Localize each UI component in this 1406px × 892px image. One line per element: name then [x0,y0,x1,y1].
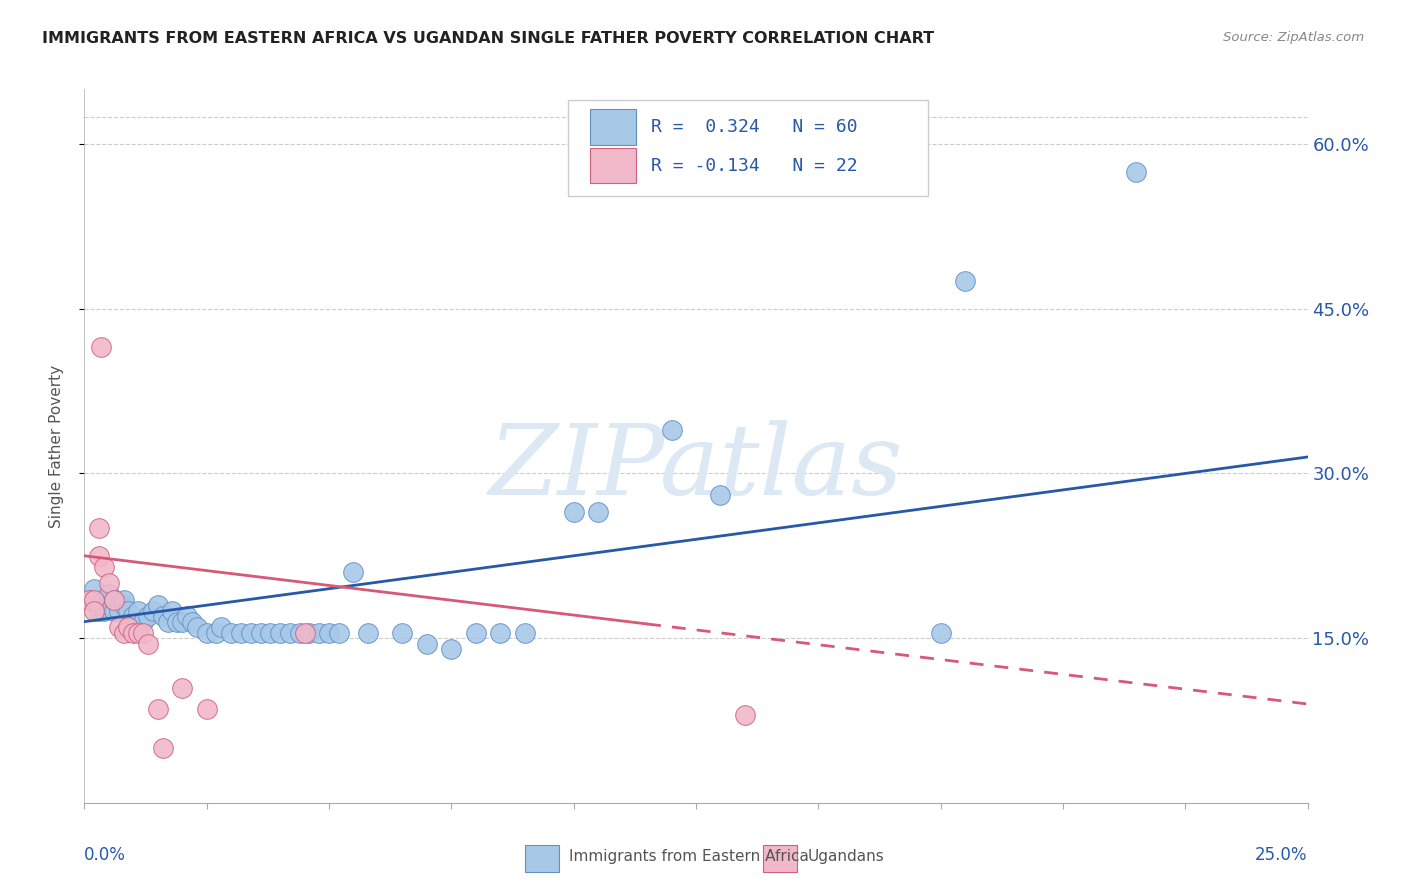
Point [489,625,512,640]
Point [146,598,169,612]
Point [83,592,105,607]
Point [152,740,174,755]
Point [127,604,149,618]
Text: Ugandans: Ugandans [807,849,884,863]
FancyBboxPatch shape [763,845,797,872]
Point [249,625,271,640]
Point [107,620,129,634]
Point [103,592,125,607]
FancyBboxPatch shape [589,148,636,184]
Text: IMMIGRANTS FROM EASTERN AFRICA VS UGANDAN SINGLE FATHER POVERTY CORRELATION CHAR: IMMIGRANTS FROM EASTERN AFRICA VS UGANDA… [42,31,935,46]
Point [122,625,145,640]
Point [87,549,110,563]
Point [136,637,159,651]
Point [122,609,145,624]
Point [278,625,301,640]
Text: ZIPatlas: ZIPatlas [489,420,903,515]
Text: Source: ZipAtlas.com: Source: ZipAtlas.com [1223,31,1364,45]
Point [259,625,281,640]
Point [229,625,252,640]
Y-axis label: Single Father Poverty: Single Father Poverty [49,365,63,527]
Point [127,625,149,640]
Point [269,625,291,640]
Point [709,488,731,502]
Point [83,592,105,607]
Point [328,625,350,640]
Text: R =  0.324   N = 60: R = 0.324 N = 60 [651,118,858,136]
Point [132,615,155,629]
Point [294,625,316,640]
Point [87,598,110,612]
Point [87,521,110,535]
Point [172,681,194,695]
Point [195,625,218,640]
Point [440,642,463,657]
Point [416,637,439,651]
Text: 0.0%: 0.0% [84,846,127,863]
Point [87,604,110,618]
Point [209,620,232,634]
Point [181,615,204,629]
Point [162,604,184,618]
Point [93,559,115,574]
Point [929,625,952,640]
Point [132,625,155,640]
Point [93,592,115,607]
Point [112,625,135,640]
Point [176,609,198,624]
Point [107,598,129,612]
Point [318,625,340,640]
Point [562,505,585,519]
Point [97,587,120,601]
Text: Immigrants from Eastern Africa: Immigrants from Eastern Africa [569,849,808,863]
Point [288,625,311,640]
Point [83,582,105,596]
Point [205,625,228,640]
Point [586,505,609,519]
Point [107,604,129,618]
Point [172,615,194,629]
Point [117,604,139,618]
Point [661,423,683,437]
Point [953,274,976,288]
Point [219,625,242,640]
Point [1125,164,1147,178]
Point [146,702,169,716]
Point [103,592,125,607]
Point [90,340,112,354]
Point [391,625,413,640]
Point [308,625,330,640]
Point [298,625,321,640]
Point [156,615,179,629]
Point [77,592,100,607]
Point [166,615,188,629]
Point [83,604,105,618]
FancyBboxPatch shape [524,845,560,872]
Point [77,592,100,607]
Point [97,576,120,591]
Point [136,609,159,624]
Point [357,625,380,640]
FancyBboxPatch shape [589,109,636,145]
Point [112,598,135,612]
Point [513,625,536,640]
Text: R = -0.134   N = 22: R = -0.134 N = 22 [651,157,858,175]
Point [152,609,174,624]
Point [97,598,120,612]
Point [195,702,218,716]
Point [734,708,756,723]
Point [342,566,364,580]
Point [93,604,115,618]
FancyBboxPatch shape [568,100,928,196]
Point [112,592,135,607]
Text: 25.0%: 25.0% [1256,846,1308,863]
Point [464,625,486,640]
Point [186,620,208,634]
Point [117,620,139,634]
Point [103,604,125,618]
Point [142,604,165,618]
Point [239,625,262,640]
